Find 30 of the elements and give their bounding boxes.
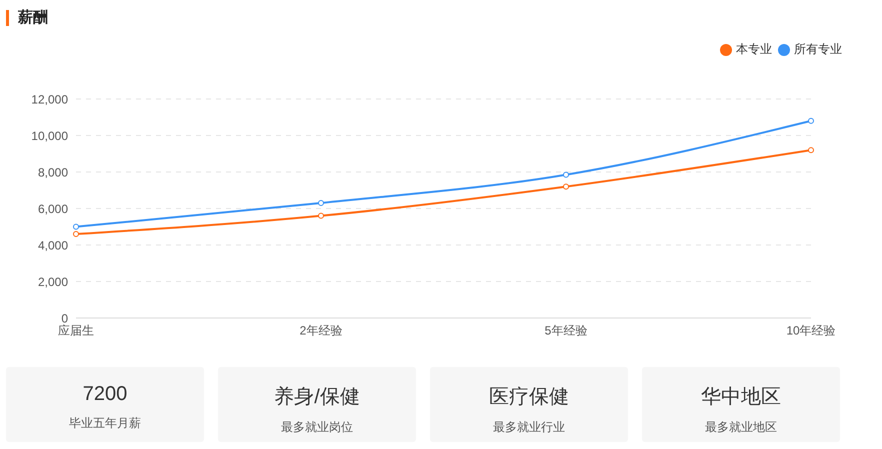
legend-label: 本专业 bbox=[735, 41, 772, 58]
y-tick-label: 2,000 bbox=[38, 274, 68, 289]
y-tick-label: 6,000 bbox=[38, 202, 68, 216]
point bbox=[318, 212, 324, 219]
point bbox=[808, 147, 814, 154]
text: 医疗保健 bbox=[488, 385, 570, 410]
text: 养身/保健 bbox=[273, 385, 361, 410]
point bbox=[563, 184, 569, 190]
y-tick-label: 4,000 bbox=[38, 238, 68, 252]
y-tick-label: 12,000 bbox=[31, 92, 68, 106]
legend-label: 所有专业 bbox=[793, 41, 842, 58]
point bbox=[808, 118, 814, 124]
text: 毕业五年月薪 bbox=[68, 415, 142, 432]
point bbox=[563, 172, 569, 178]
x-tick-label: 10年经验 bbox=[786, 324, 836, 338]
chart-title: 薪酬 bbox=[18, 8, 48, 27]
text: 最多就业地区 bbox=[704, 419, 778, 436]
x-tick-label: 5年经验 bbox=[544, 324, 588, 338]
y-tick-label: 8,000 bbox=[38, 165, 68, 180]
y-tick-label: 0 bbox=[61, 311, 68, 326]
text: 7200 bbox=[82, 383, 128, 406]
point bbox=[73, 224, 79, 230]
text: 最多就业行业 bbox=[492, 419, 566, 436]
y-tick-label: 10,000 bbox=[31, 128, 68, 143]
text: 华中地区 bbox=[700, 385, 782, 410]
x-tick-label: 应届生 bbox=[58, 324, 94, 338]
text: 最多就业岗位 bbox=[280, 419, 354, 436]
point bbox=[318, 200, 324, 206]
point bbox=[73, 231, 79, 238]
x-tick-label: 2年经验 bbox=[300, 324, 342, 338]
